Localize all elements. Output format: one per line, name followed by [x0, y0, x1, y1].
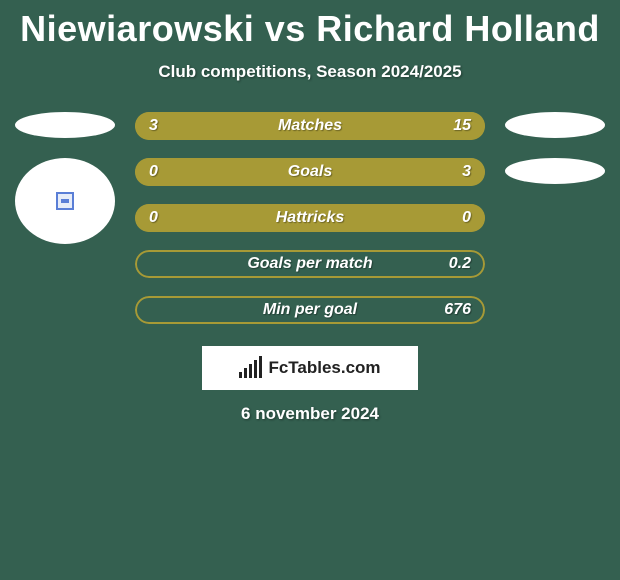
fctables-logo[interactable]: FcTables.com [202, 346, 418, 390]
stat-label: Matches [135, 117, 485, 135]
avatar-left [15, 158, 115, 244]
stat-row: 0Hattricks0 [135, 204, 485, 232]
logo-bars-icon [239, 358, 262, 378]
stat-value-right: 3 [462, 163, 471, 181]
main-area: 3Matches150Goals30Hattricks0Goals per ma… [0, 112, 620, 324]
player-badge-left [15, 112, 115, 138]
snapshot-date: 6 november 2024 [0, 404, 620, 424]
page-title: Niewiarowski vs Richard Holland [0, 8, 620, 50]
stat-row: 3Matches15 [135, 112, 485, 140]
player-badge-right-1 [505, 112, 605, 138]
stat-value-right: 15 [453, 117, 471, 135]
stat-label: Hattricks [135, 209, 485, 227]
right-side [503, 112, 607, 324]
avatar-placeholder-icon [56, 192, 74, 210]
stat-value-right: 0.2 [449, 255, 471, 273]
stat-row: 0Goals3 [135, 158, 485, 186]
stat-value-right: 0 [462, 209, 471, 227]
player-badge-right-2 [505, 158, 605, 184]
stat-label: Goals [135, 163, 485, 181]
comparison-card: Niewiarowski vs Richard Holland Club com… [0, 0, 620, 424]
stat-label: Goals per match [135, 255, 485, 273]
left-side [13, 112, 117, 324]
stat-row: Min per goal676 [135, 296, 485, 324]
stat-bars: 3Matches150Goals30Hattricks0Goals per ma… [135, 112, 485, 324]
logo-text: FcTables.com [268, 358, 380, 378]
stat-label: Min per goal [135, 301, 485, 319]
stat-value-right: 676 [444, 301, 471, 319]
subtitle: Club competitions, Season 2024/2025 [0, 62, 620, 82]
stat-row: Goals per match0.2 [135, 250, 485, 278]
